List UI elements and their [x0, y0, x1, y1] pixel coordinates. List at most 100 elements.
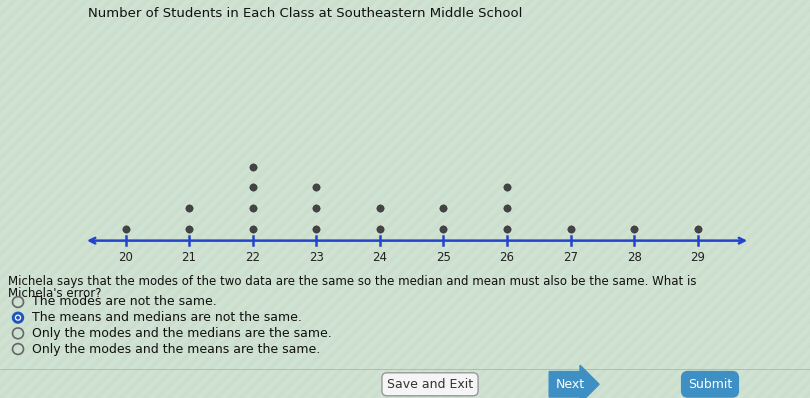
- Polygon shape: [0, 0, 348, 398]
- Polygon shape: [208, 0, 612, 398]
- Polygon shape: [0, 0, 228, 398]
- Polygon shape: [0, 0, 72, 398]
- Polygon shape: [388, 0, 792, 398]
- Point: [373, 226, 386, 232]
- Polygon shape: [0, 0, 216, 398]
- Text: The means and medians are not the same.: The means and medians are not the same.: [32, 311, 302, 324]
- Polygon shape: [0, 0, 288, 398]
- Polygon shape: [256, 0, 660, 398]
- Polygon shape: [520, 0, 810, 398]
- Point: [691, 226, 704, 232]
- Point: [309, 184, 322, 191]
- Polygon shape: [460, 0, 810, 398]
- Polygon shape: [184, 0, 588, 398]
- Polygon shape: [628, 0, 810, 398]
- Polygon shape: [0, 0, 120, 398]
- Polygon shape: [676, 0, 810, 398]
- Polygon shape: [220, 0, 624, 398]
- Point: [246, 164, 259, 170]
- Polygon shape: [0, 0, 36, 398]
- Polygon shape: [400, 0, 804, 398]
- Polygon shape: [772, 0, 810, 398]
- Point: [246, 205, 259, 212]
- Polygon shape: [124, 0, 528, 398]
- Polygon shape: [352, 0, 756, 398]
- Polygon shape: [0, 0, 96, 398]
- Point: [309, 226, 322, 232]
- Text: Only the modes and the medians are the same.: Only the modes and the medians are the s…: [32, 327, 332, 340]
- Polygon shape: [604, 0, 810, 398]
- Polygon shape: [0, 0, 192, 398]
- Polygon shape: [448, 0, 810, 398]
- Polygon shape: [808, 0, 810, 398]
- Text: Michela says that the modes of the two data are the same so the median and mean : Michela says that the modes of the two d…: [8, 275, 697, 288]
- Point: [501, 226, 514, 232]
- Polygon shape: [796, 0, 810, 398]
- Polygon shape: [316, 0, 720, 398]
- Circle shape: [15, 315, 20, 320]
- Polygon shape: [0, 0, 48, 398]
- Polygon shape: [340, 0, 744, 398]
- Text: 24: 24: [373, 251, 387, 264]
- Polygon shape: [0, 0, 24, 398]
- Polygon shape: [508, 0, 810, 398]
- Polygon shape: [544, 0, 810, 398]
- Text: Submit: Submit: [688, 378, 732, 391]
- Polygon shape: [0, 0, 144, 398]
- Polygon shape: [88, 0, 492, 398]
- Text: Save and Exit: Save and Exit: [387, 378, 473, 391]
- Polygon shape: [196, 0, 600, 398]
- Polygon shape: [232, 0, 636, 398]
- Polygon shape: [496, 0, 810, 398]
- Polygon shape: [64, 0, 468, 398]
- Polygon shape: [28, 0, 432, 398]
- Polygon shape: [640, 0, 810, 398]
- Polygon shape: [52, 0, 456, 398]
- Text: Michela's error?: Michela's error?: [8, 287, 101, 300]
- Polygon shape: [0, 0, 360, 398]
- Point: [501, 205, 514, 212]
- Polygon shape: [304, 0, 708, 398]
- Polygon shape: [160, 0, 564, 398]
- Polygon shape: [148, 0, 552, 398]
- Polygon shape: [436, 0, 810, 398]
- Point: [119, 226, 132, 232]
- Text: 28: 28: [627, 251, 642, 264]
- Point: [373, 205, 386, 212]
- Polygon shape: [424, 0, 810, 398]
- Polygon shape: [484, 0, 810, 398]
- Polygon shape: [616, 0, 810, 398]
- Polygon shape: [4, 0, 408, 398]
- Polygon shape: [592, 0, 810, 398]
- Point: [309, 205, 322, 212]
- Polygon shape: [0, 0, 108, 398]
- Polygon shape: [412, 0, 810, 398]
- Text: Only the modes and the means are the same.: Only the modes and the means are the sam…: [32, 343, 320, 355]
- Polygon shape: [0, 0, 336, 398]
- Polygon shape: [172, 0, 576, 398]
- Text: The modes are not the same.: The modes are not the same.: [32, 295, 217, 308]
- Polygon shape: [556, 0, 810, 398]
- Polygon shape: [0, 0, 156, 398]
- Polygon shape: [268, 0, 672, 398]
- Polygon shape: [0, 0, 60, 398]
- Circle shape: [12, 312, 23, 323]
- Circle shape: [17, 316, 19, 319]
- Polygon shape: [532, 0, 810, 398]
- Polygon shape: [0, 0, 312, 398]
- Point: [564, 226, 577, 232]
- Polygon shape: [712, 0, 810, 398]
- Polygon shape: [0, 0, 396, 398]
- Point: [501, 184, 514, 191]
- Polygon shape: [0, 0, 276, 398]
- Polygon shape: [364, 0, 768, 398]
- Polygon shape: [0, 0, 384, 398]
- Text: Next: Next: [556, 378, 585, 391]
- Polygon shape: [0, 0, 132, 398]
- Polygon shape: [0, 0, 372, 398]
- Polygon shape: [688, 0, 810, 398]
- Text: Number of Students in Each Class at Southeastern Middle School: Number of Students in Each Class at Sout…: [87, 6, 522, 20]
- Polygon shape: [664, 0, 810, 398]
- Polygon shape: [472, 0, 810, 398]
- Polygon shape: [0, 0, 252, 398]
